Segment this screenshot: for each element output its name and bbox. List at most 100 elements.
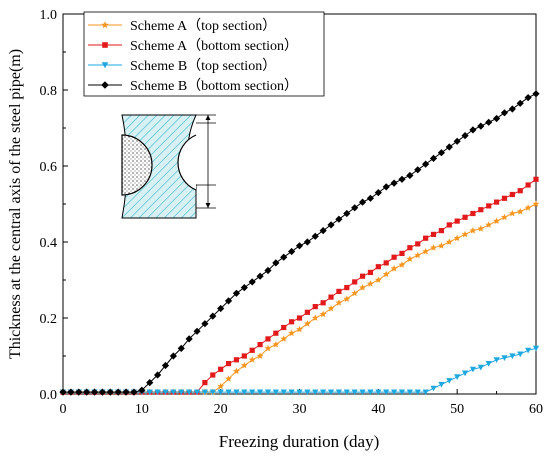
data-point	[406, 389, 413, 396]
data-point	[295, 242, 304, 250]
inset-void-circle	[177, 134, 197, 191]
data-point	[312, 304, 318, 310]
data-point	[169, 352, 177, 360]
data-point	[328, 294, 334, 300]
data-point	[130, 388, 138, 396]
series-1	[59, 200, 540, 396]
data-point	[272, 259, 280, 267]
data-point	[516, 208, 524, 215]
data-point	[335, 389, 343, 396]
data-point	[524, 204, 532, 211]
data-point	[249, 389, 256, 396]
data-point	[90, 388, 99, 396]
data-point	[201, 320, 209, 328]
legend-marker	[101, 62, 109, 69]
data-point	[343, 295, 351, 302]
data-point	[367, 269, 374, 275]
legend-marker	[101, 81, 109, 89]
data-point	[525, 182, 531, 188]
inset-steel-pipe	[121, 134, 153, 196]
data-point	[170, 389, 177, 396]
legend-item: Scheme B（bottom section）	[88, 78, 298, 94]
data-point	[288, 329, 296, 337]
data-point	[202, 380, 208, 386]
data-point	[256, 272, 264, 280]
data-point	[359, 273, 366, 279]
data-point	[122, 388, 130, 396]
data-point	[398, 389, 406, 396]
data-point	[218, 366, 224, 372]
data-point	[209, 312, 217, 320]
data-point	[224, 297, 233, 305]
data-point	[336, 288, 342, 294]
data-point	[367, 280, 374, 287]
data-point	[414, 389, 421, 396]
data-point	[461, 370, 469, 377]
data-point	[500, 109, 509, 117]
data-point	[454, 218, 460, 224]
data-point	[462, 214, 468, 220]
data-point	[493, 357, 500, 363]
x-tick-label: 40	[371, 402, 385, 417]
data-point	[344, 285, 350, 291]
data-point	[304, 309, 310, 315]
data-point	[366, 194, 375, 202]
data-point	[415, 241, 421, 247]
x-tick-label: 60	[529, 402, 543, 417]
data-point	[398, 175, 406, 183]
x-tick-label: 10	[135, 402, 149, 417]
data-point	[217, 389, 224, 396]
data-point	[493, 199, 500, 205]
data-point	[162, 389, 169, 396]
data-point	[311, 314, 319, 321]
data-point	[390, 179, 398, 187]
data-point	[438, 228, 444, 234]
y-tick-label: 0.0	[40, 388, 58, 403]
data-point	[524, 94, 532, 102]
data-point	[319, 310, 327, 318]
data-point	[185, 335, 193, 343]
data-point	[437, 149, 445, 157]
legend-marker	[101, 21, 109, 29]
data-point	[493, 217, 501, 225]
legend-marker	[102, 42, 108, 48]
data-point	[422, 160, 430, 168]
data-point	[532, 90, 540, 98]
data-point	[437, 242, 445, 249]
data-point	[256, 352, 264, 359]
data-point	[106, 388, 114, 396]
data-point	[422, 247, 430, 255]
series-4	[59, 90, 540, 396]
data-point	[319, 227, 327, 235]
data-point	[335, 299, 343, 306]
y-tick-label: 1.0	[40, 8, 58, 23]
data-point	[478, 207, 484, 213]
data-point	[209, 389, 216, 396]
data-point	[311, 232, 319, 240]
data-point	[382, 183, 390, 191]
data-point	[248, 278, 256, 286]
data-point	[486, 203, 492, 209]
data-point	[414, 251, 422, 259]
inset-schematic	[121, 114, 216, 219]
data-point	[461, 230, 469, 238]
data-point	[232, 289, 241, 297]
data-point	[422, 389, 429, 396]
data-point	[532, 345, 540, 352]
series-layer	[59, 90, 540, 396]
data-point	[67, 388, 75, 396]
data-point	[256, 389, 264, 396]
data-point	[517, 351, 524, 358]
data-point	[367, 389, 374, 396]
data-point	[382, 270, 390, 278]
data-point	[201, 389, 208, 396]
data-point	[517, 188, 523, 194]
data-point	[146, 379, 154, 387]
data-point	[406, 171, 414, 180]
data-point	[414, 166, 422, 174]
data-point	[312, 389, 319, 396]
data-point	[210, 372, 216, 378]
data-point	[390, 265, 398, 272]
data-point	[272, 341, 280, 348]
data-point	[217, 304, 225, 313]
